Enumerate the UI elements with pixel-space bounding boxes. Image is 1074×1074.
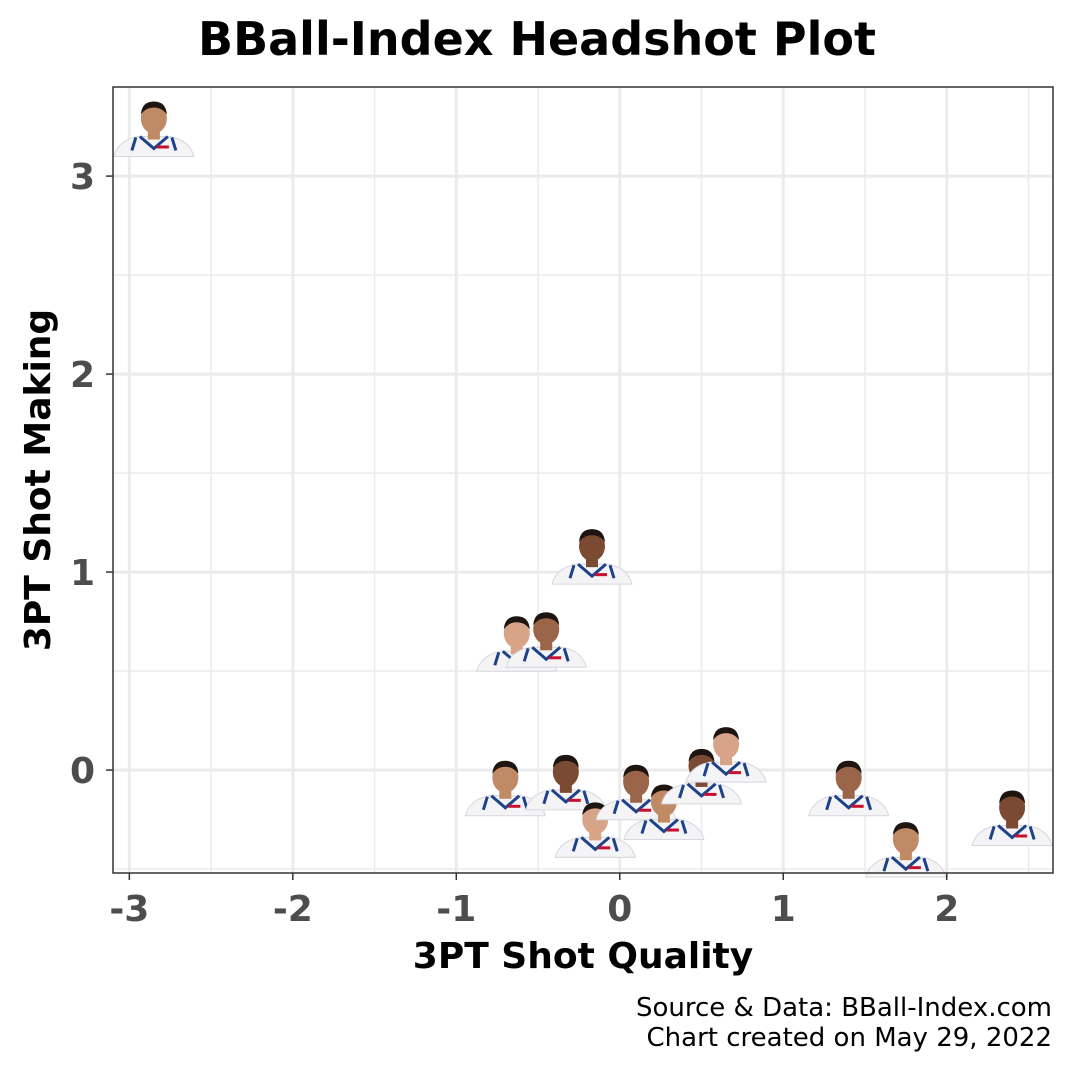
player-headshot-point: [551, 529, 633, 585]
player-headshot-point: [464, 760, 546, 817]
grid-layer: [113, 87, 1053, 873]
source-line: Source & Data: BBall-Index.com: [635, 993, 1052, 1023]
y-tick-label: 2: [70, 355, 95, 396]
player-headshot-point: [865, 822, 947, 878]
player-headshot-point: [525, 754, 607, 811]
ticks-layer: -3 -2 -1 0 1 2 0 1 2 3: [70, 157, 959, 930]
player-headshot-point: [505, 612, 587, 668]
player-headshot-point: [113, 101, 195, 157]
player-headshot-point: [685, 727, 767, 783]
y-tick-label: 1: [70, 553, 95, 594]
x-tick-label: 0: [607, 889, 632, 930]
x-axis-title: 3PT Shot Quality: [413, 936, 753, 977]
y-axis-title: 3PT Shot Making: [18, 309, 59, 651]
chart-date-line: Chart created on May 29, 2022: [646, 1023, 1052, 1053]
plot-panel-border: [112, 86, 1054, 874]
x-tick-label: -2: [273, 889, 313, 930]
x-tick-label: 2: [934, 889, 959, 930]
player-headshot-point: [554, 802, 636, 858]
chart-title: BBall-Index Headshot Plot: [198, 12, 876, 66]
x-tick-label: 1: [771, 889, 796, 930]
y-tick-label: 3: [70, 157, 95, 198]
player-headshot-point: [808, 760, 890, 817]
y-tick-label: 0: [70, 751, 95, 792]
player-headshot-point: [971, 790, 1053, 846]
x-tick-label: -3: [109, 889, 149, 930]
points-layer: [113, 101, 1053, 878]
x-tick-label: -1: [436, 889, 476, 930]
